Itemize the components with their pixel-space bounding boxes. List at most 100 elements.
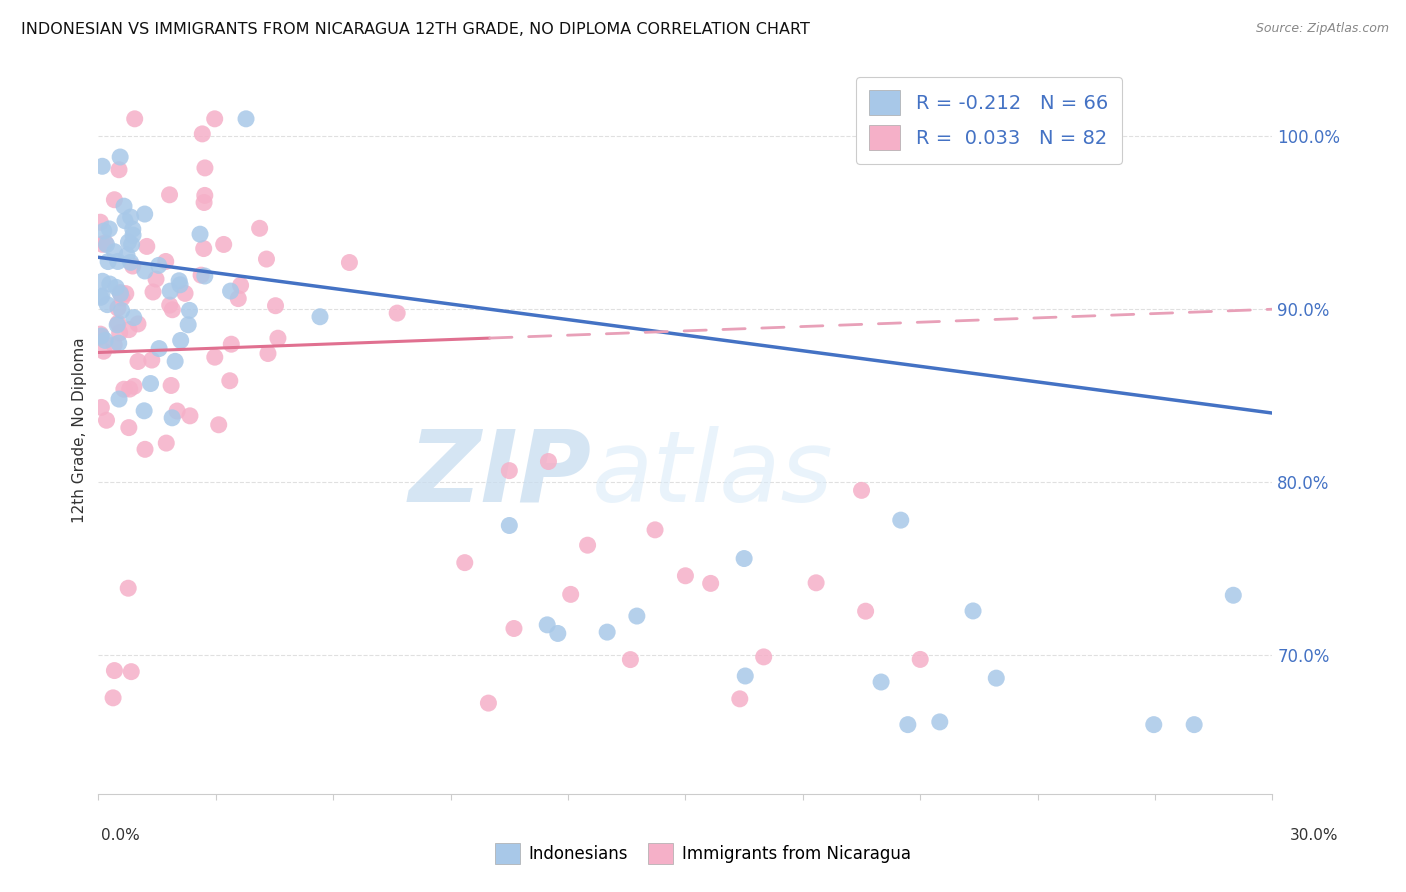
Point <box>728 691 751 706</box>
Point <box>111 291 134 305</box>
Point <box>179 303 201 318</box>
Point <box>167 274 190 288</box>
Point <box>339 255 361 269</box>
Point <box>93 344 115 359</box>
Point <box>229 278 252 293</box>
Legend: Indonesians, Immigrants from Nicaragua: Indonesians, Immigrants from Nicaragua <box>489 837 917 871</box>
Point <box>107 254 129 268</box>
Text: INDONESIAN VS IMMIGRANTS FROM NICARAGUA 12TH GRADE, NO DIPLOMA CORRELATION CHART: INDONESIAN VS IMMIGRANTS FROM NICARAGUA … <box>21 22 810 37</box>
Point <box>174 286 197 301</box>
Point <box>134 404 156 418</box>
Point <box>576 538 599 552</box>
Point <box>498 518 520 533</box>
Point <box>264 299 287 313</box>
Point <box>118 323 141 337</box>
Point <box>177 318 200 332</box>
Point <box>110 285 132 300</box>
Point <box>107 336 129 351</box>
Point <box>89 330 111 344</box>
Point <box>134 207 156 221</box>
Point <box>117 581 139 595</box>
Point <box>142 285 165 299</box>
Point <box>257 346 280 360</box>
Point <box>94 334 117 348</box>
Point <box>179 409 201 423</box>
Point <box>155 254 177 268</box>
Point <box>122 379 145 393</box>
Point <box>870 675 893 690</box>
Text: ZIP: ZIP <box>409 425 592 523</box>
Point <box>208 417 231 432</box>
Point <box>503 622 526 636</box>
Point <box>121 237 143 252</box>
Point <box>160 378 183 392</box>
Point <box>536 618 558 632</box>
Point <box>498 464 520 478</box>
Point <box>103 338 125 352</box>
Point <box>226 292 249 306</box>
Point <box>194 188 217 202</box>
Point <box>1182 717 1205 731</box>
Point <box>108 392 131 406</box>
Point <box>96 298 118 312</box>
Point <box>160 410 183 425</box>
Point <box>855 604 877 618</box>
Point <box>804 575 827 590</box>
Point <box>118 420 141 434</box>
Point <box>107 316 129 330</box>
Point <box>699 576 721 591</box>
Point <box>94 235 117 250</box>
Point <box>103 244 125 259</box>
Point <box>235 112 257 126</box>
Point <box>120 210 142 224</box>
Point <box>112 199 135 213</box>
Point <box>170 334 193 348</box>
Point <box>1222 588 1244 602</box>
Point <box>560 587 582 601</box>
Point <box>249 221 271 235</box>
Point <box>547 626 569 640</box>
Point <box>103 193 125 207</box>
Point <box>309 310 332 324</box>
Text: 30.0%: 30.0% <box>1291 828 1339 843</box>
Point <box>96 413 118 427</box>
Point <box>675 568 697 582</box>
Point <box>110 286 132 301</box>
Point <box>114 214 136 228</box>
Point <box>90 289 112 303</box>
Point <box>91 159 114 173</box>
Text: 0.0%: 0.0% <box>101 828 141 843</box>
Point <box>159 284 181 298</box>
Point <box>127 317 149 331</box>
Point <box>122 228 145 243</box>
Point <box>454 556 477 570</box>
Point <box>537 454 560 468</box>
Point <box>91 237 114 252</box>
Point <box>98 222 121 236</box>
Point <box>986 671 1008 685</box>
Text: atlas: atlas <box>592 425 834 523</box>
Point <box>89 327 111 342</box>
Point <box>752 649 775 664</box>
Point <box>219 284 242 298</box>
Y-axis label: 12th Grade, No Diploma: 12th Grade, No Diploma <box>72 337 87 524</box>
Point <box>188 227 211 242</box>
Point <box>120 665 142 679</box>
Point <box>1143 717 1166 731</box>
Point <box>194 161 217 175</box>
Point <box>204 112 226 126</box>
Point <box>117 235 139 249</box>
Point <box>218 374 240 388</box>
Point <box>108 162 131 177</box>
Point <box>115 248 138 262</box>
Point <box>385 306 408 320</box>
Point <box>124 112 146 126</box>
Point <box>118 382 141 396</box>
Point <box>159 298 181 312</box>
Point <box>897 717 920 731</box>
Point <box>107 301 129 315</box>
Point <box>90 401 112 415</box>
Point <box>928 714 950 729</box>
Point <box>96 237 118 252</box>
Point <box>120 255 142 269</box>
